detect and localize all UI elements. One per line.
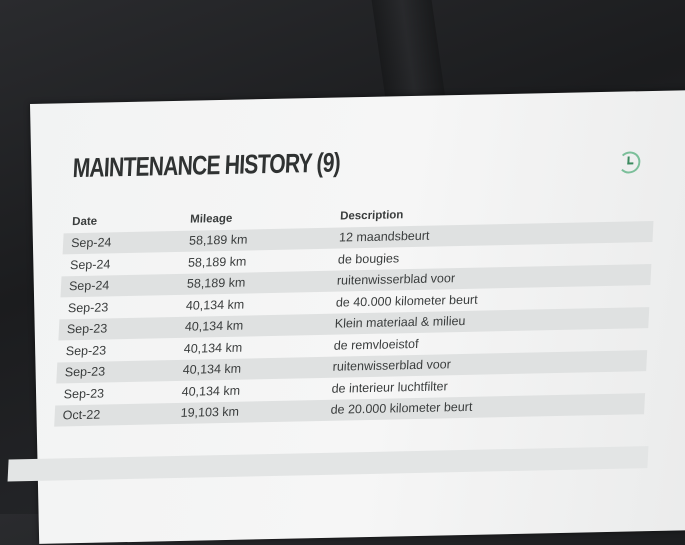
table-body: Sep-24 58,189 km 12 maandsbeurt Sep-24 58,18…	[54, 220, 654, 427]
mileage-cell: 40,134 km	[184, 318, 244, 335]
mileage-cell: 40,134 km	[181, 383, 241, 399]
maintenance-table: Date Mileage Description Sep-24 58,189 km…	[54, 199, 654, 427]
mileage-cell: 58,189 km	[186, 275, 246, 292]
mileage-cell: 40,134 km	[182, 361, 242, 378]
date-cell: Sep-23	[63, 386, 105, 402]
date-cell: Sep-24	[69, 257, 111, 272]
date-cell: Sep-23	[65, 343, 107, 359]
mileage-cell: 19,103 km	[180, 404, 240, 421]
description-cell: de interieur luchtfilter	[331, 379, 449, 396]
mileage-cell: 58,189 km	[187, 254, 247, 270]
date-cell: Sep-23	[66, 321, 108, 337]
description-cell: de remvloeistof	[333, 336, 419, 353]
description-cell: Klein materiaal & milieu	[334, 314, 466, 331]
sheet-content: MAINTENANCE HISTORY (9) Date Mileage Des…	[7, 89, 685, 544]
date-cell: Sep-24	[68, 278, 110, 294]
description-cell: de 20.000 kilometer beurt	[330, 400, 473, 418]
paper-sheet: MAINTENANCE HISTORY (9) Date Mileage Des…	[7, 89, 685, 544]
date-cell: Oct-22	[62, 407, 101, 423]
description-cell: 12 maandsbeurt	[338, 228, 430, 245]
mileage-cell: 58,189 km	[188, 232, 248, 248]
date-cell: Sep-23	[64, 364, 106, 380]
description-cell: de bougies	[337, 251, 400, 267]
footer-bar	[7, 446, 649, 482]
mileage-cell: 40,134 km	[185, 297, 245, 313]
description-cell: ruitenwisserblad voor	[336, 271, 456, 288]
column-header-description: Description	[339, 208, 404, 223]
mileage-cell: 40,134 km	[183, 340, 243, 356]
date-cell: Sep-23	[67, 300, 109, 316]
column-header-mileage: Mileage	[189, 212, 233, 226]
history-icon	[617, 151, 641, 174]
description-cell: de 40.000 kilometer beurt	[335, 292, 478, 310]
date-cell: Sep-24	[70, 235, 112, 251]
description-cell: ruitenwisserblad voor	[332, 357, 452, 374]
column-header-date: Date	[71, 215, 98, 228]
page-title: MAINTENANCE HISTORY (9)	[72, 147, 341, 184]
